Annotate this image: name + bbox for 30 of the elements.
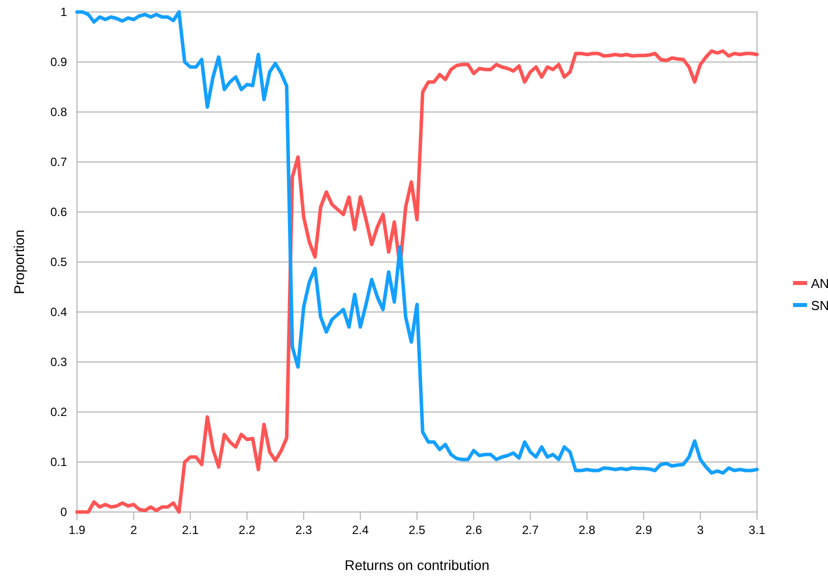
y-tick-label: 0.6 [50,205,68,219]
x-tick-label: 2.3 [295,523,312,537]
x-tick-label: 2.9 [635,523,652,537]
x-tick-label: 2.2 [238,523,256,537]
x-tick-label: 3.1 [748,523,766,537]
legend-label: AN [811,276,828,291]
legend-label: SN [811,298,828,313]
y-tick-label: 0.9 [50,55,68,69]
line-series [75,10,759,475]
x-tick-label: 1.9 [68,523,86,537]
y-tick-label: 0.7 [50,155,68,169]
y-tick-label: 0.3 [50,355,68,369]
y-tick-label: 0 [60,505,68,519]
y-tick-label: 0.2 [50,405,68,419]
x-tick-label: 2.4 [352,523,369,537]
x-tick-label: 2.6 [465,523,482,537]
x-tick-label: 2.1 [182,523,199,537]
x-tick-label: 2.8 [578,523,596,537]
y-axis-title: Proportion [11,230,27,294]
x-tick-label: 3 [696,523,704,537]
y-tick-label: 0.1 [50,455,68,469]
line-series [75,49,759,514]
x-tick-label: 2 [130,523,138,537]
y-tick-label: 0.8 [50,105,68,119]
x-tick-label: 2.7 [522,523,539,537]
x-axis-title: Returns on contribution [344,557,490,573]
y-tick-label: 0.4 [50,305,68,319]
y-tick-label: 0.5 [50,255,68,269]
x-tick-label: 2.5 [408,523,426,537]
y-tick-label: 1 [60,5,68,19]
